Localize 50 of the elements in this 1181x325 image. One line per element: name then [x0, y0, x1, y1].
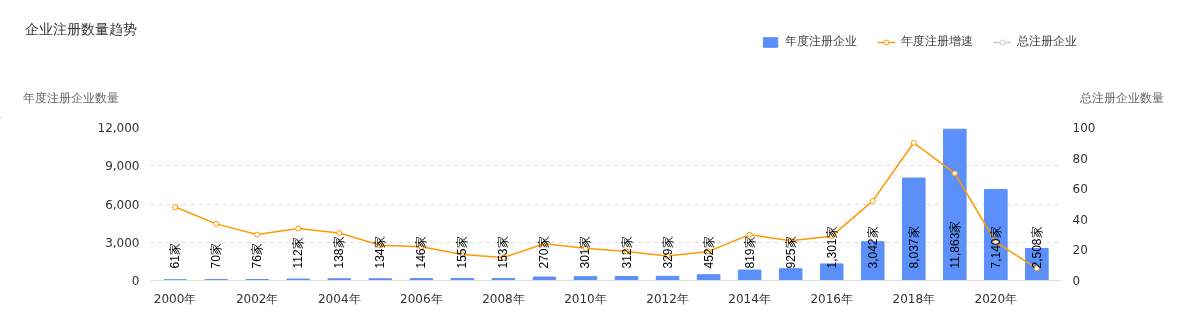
chart-title: 企业注册数量趋势 — [24, 20, 137, 37]
data-label: 452家 — [701, 236, 716, 269]
data-label: 2,508家 — [1029, 226, 1044, 269]
data-label: 270家 — [537, 236, 552, 269]
x-tick-label: 2004年 — [318, 291, 361, 306]
y2-tick-label: 80 — [1072, 151, 1088, 166]
y-tick-label: 0 — [131, 274, 140, 288]
y2-tick-label: 20 — [1072, 243, 1088, 258]
data-label: 153家 — [496, 236, 511, 269]
y2-tick-label: 100 — [1072, 121, 1096, 135]
data-label: 1,301家 — [824, 226, 839, 269]
x-tick-label: 2002年 — [235, 291, 279, 306]
data-label: 112家 — [291, 237, 306, 269]
data-label: 3,042家 — [865, 226, 880, 269]
x-tick-label: 2012年 — [646, 291, 689, 306]
data-label: 70家 — [209, 243, 224, 269]
data-label: 134家 — [373, 236, 388, 269]
data-label: 155家 — [455, 236, 470, 269]
x-tick-label: 2000年 — [153, 291, 197, 306]
data-label: 312家 — [619, 236, 634, 269]
y2-tick-label: 60 — [1072, 182, 1088, 197]
x-tick-label: 2006年 — [400, 291, 443, 306]
data-label: 7,140家 — [988, 226, 1003, 269]
data-label: 8,037家 — [906, 226, 921, 269]
x-tick-label: 2018年 — [892, 291, 936, 306]
data-label: 925家 — [783, 236, 798, 269]
y-tick-label: 6,000 — [105, 197, 140, 212]
legend-label: 总注册企业 — [1017, 33, 1077, 50]
data-label: 76家 — [250, 243, 265, 269]
x-tick-label: 2010年 — [564, 291, 607, 306]
y2-tick-label: 0 — [1072, 274, 1081, 288]
data-label: 146家 — [414, 236, 429, 269]
y2-tick-label: 40 — [1072, 212, 1088, 227]
y-axis-title: 年度注册企业数量 — [22, 90, 119, 105]
y-tick-label: 12,000 — [97, 121, 140, 135]
x-tick-label: 2020年 — [974, 291, 1018, 306]
x-tick-label: 2008年 — [482, 291, 525, 306]
y2-axis-title: 总注册企业数量 — [1078, 90, 1164, 105]
data-label: 329家 — [660, 236, 675, 269]
legend-label: 年度注册企业 — [785, 33, 857, 50]
x-tick-label: 2016年 — [810, 291, 853, 306]
data-label: 11,863家 — [947, 220, 962, 269]
legend-label: 年度注册增速 — [901, 33, 973, 50]
x-tick-label: 2014年 — [728, 291, 771, 306]
data-label: 61家 — [168, 243, 183, 269]
data-label: 301家 — [578, 236, 593, 269]
y-tick-label: 3,000 — [105, 235, 140, 250]
y-tick-label: 9,000 — [105, 159, 140, 174]
data-label: 138家 — [332, 236, 347, 269]
data-label: 819家 — [742, 236, 757, 269]
